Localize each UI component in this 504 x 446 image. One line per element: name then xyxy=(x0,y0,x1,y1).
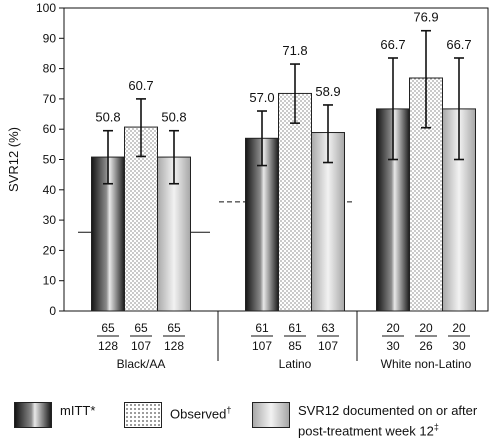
data-label-white-non-latino-observed: 76.9 xyxy=(413,10,438,25)
y-axis-label: SVR12 (%) xyxy=(6,127,21,192)
y-tick-label-40: 40 xyxy=(43,183,57,197)
fraction-numerator-latino-observed: 61 xyxy=(288,321,302,335)
data-label-latino-svr12-documented: 58.9 xyxy=(315,84,340,99)
bar-latino-observed xyxy=(278,92,312,312)
fraction-denominator-black-aa-mitt: 128 xyxy=(98,339,118,353)
fraction-denominator-latino-observed: 85 xyxy=(288,339,302,353)
legend-label-mitt: mITT* xyxy=(52,402,95,419)
y-tick-label-70: 70 xyxy=(43,92,57,106)
fraction-numerator-white-non-latino-mitt: 20 xyxy=(386,321,400,335)
data-label-latino-mitt: 57.0 xyxy=(249,90,274,105)
fraction-numerator-white-non-latino-observed: 20 xyxy=(419,321,433,335)
legend-item-svr12-documented: SVR12 documented on or after post-treatme… xyxy=(252,402,477,439)
y-tick-label-50: 50 xyxy=(43,153,57,167)
legend-mark-observed: † xyxy=(226,405,232,415)
y-tick-label-80: 80 xyxy=(43,62,57,76)
y-tick-label-100: 100 xyxy=(36,1,56,15)
fraction-numerator-black-aa-svr12-documented: 65 xyxy=(167,321,181,335)
data-label-black-aa-mitt: 50.8 xyxy=(95,110,120,125)
fraction-denominator-latino-mitt: 107 xyxy=(252,339,272,353)
fraction-numerator-black-aa-mitt: 65 xyxy=(101,321,115,335)
legend-text-svr12-line2: post-treatment week 12 xyxy=(298,423,434,439)
legend-item-observed: Observed† xyxy=(124,402,231,428)
bar-black-aa-mitt xyxy=(91,156,125,312)
fraction-denominator-white-non-latino-mitt: 30 xyxy=(386,339,400,353)
legend-text-mitt: mITT xyxy=(60,403,91,418)
category-label-white-non-latino: White non-Latino xyxy=(381,357,472,371)
fraction-numerator-white-non-latino-svr12-documented: 20 xyxy=(452,321,466,335)
data-label-latino-observed: 71.8 xyxy=(282,43,307,58)
legend-text-observed: Observed xyxy=(170,406,227,422)
legend-label-svr12-documented: SVR12 documented on or after post-treatme… xyxy=(290,402,477,439)
fraction-denominator-white-non-latino-observed: 26 xyxy=(419,339,433,353)
legend-swatch-svr12-documented xyxy=(252,402,290,428)
fraction-numerator-latino-svr12-documented: 63 xyxy=(321,321,335,335)
legend-label-observed: Observed† xyxy=(162,402,231,422)
data-label-white-non-latino-mitt: 66.7 xyxy=(380,37,405,52)
legend-text-svr12-line1: SVR12 documented on or after xyxy=(298,403,478,418)
y-tick-label-20: 20 xyxy=(43,243,57,257)
legend-swatch-mitt xyxy=(14,402,52,428)
legend-item-mitt: mITT* xyxy=(14,402,95,428)
legend-mark-svr12-documented: ‡ xyxy=(433,422,439,432)
category-label-black-aa: Black/AA xyxy=(117,357,166,371)
fraction-denominator-white-non-latino-svr12-documented: 30 xyxy=(452,339,466,353)
data-label-black-aa-observed: 60.7 xyxy=(128,78,153,93)
fraction-denominator-black-aa-svr12-documented: 128 xyxy=(164,339,184,353)
y-tick-label-60: 60 xyxy=(43,122,57,136)
fraction-denominator-black-aa-observed: 107 xyxy=(131,339,151,353)
y-tick-label-30: 30 xyxy=(43,213,57,227)
fraction-denominator-latino-svr12-documented: 107 xyxy=(318,339,338,353)
y-tick-label-10: 10 xyxy=(43,274,57,288)
legend-swatch-observed xyxy=(124,402,162,428)
y-tick-label-0: 0 xyxy=(49,304,56,318)
legend-mark-mitt: * xyxy=(90,403,96,418)
data-label-black-aa-svr12-documented: 50.8 xyxy=(161,110,186,125)
bar-black-aa-observed xyxy=(124,126,158,312)
category-label-latino: Latino xyxy=(279,357,312,371)
fraction-numerator-black-aa-observed: 65 xyxy=(134,321,148,335)
y-tick-label-90: 90 xyxy=(43,31,57,45)
fraction-numerator-latino-mitt: 61 xyxy=(255,321,269,335)
data-label-white-non-latino-svr12-documented: 66.7 xyxy=(446,37,471,52)
